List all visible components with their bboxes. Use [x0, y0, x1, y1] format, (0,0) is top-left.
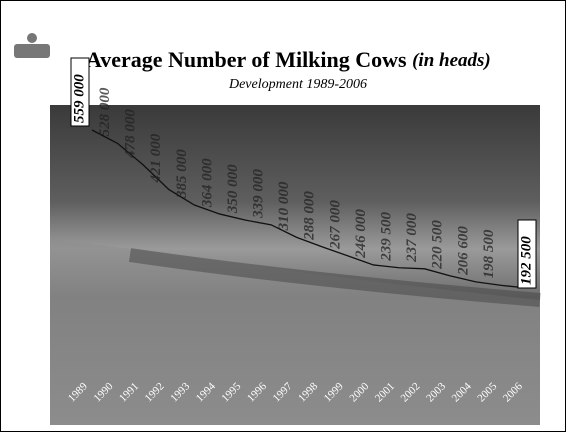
value-label: 288 000 [302, 191, 318, 241]
value-label: 364 000 [199, 158, 215, 208]
value-label-group: 239 500 [378, 211, 394, 261]
value-label: 192 500 [518, 236, 534, 285]
value-label: 246 000 [353, 209, 369, 259]
value-label-group: 478 000 [123, 109, 139, 159]
value-label-group: 339 000 [251, 169, 267, 219]
value-label: 239 500 [378, 211, 394, 261]
value-label: 421 000 [148, 133, 164, 183]
value-label-group: 267 000 [327, 200, 343, 250]
value-label: 350 000 [225, 164, 241, 214]
value-label-group: 220 500 [430, 220, 446, 270]
value-label-group: 310 000 [276, 181, 292, 231]
value-label-group: 385 000 [174, 149, 190, 199]
value-label: 528 000 [97, 87, 113, 136]
value-label: 267 000 [327, 200, 343, 250]
value-label-group: 528 000 [97, 87, 113, 136]
value-label-group: 246 000 [353, 209, 369, 259]
value-label-group: 350 000 [225, 164, 241, 214]
value-label-group: 237 000 [404, 213, 420, 263]
value-label: 237 000 [404, 213, 420, 263]
value-label: 385 000 [174, 149, 190, 199]
value-label-group: 198 500 [481, 229, 497, 278]
value-label: 310 000 [276, 181, 292, 231]
value-label-group: 206 600 [455, 226, 471, 276]
value-label-group: 288 000 [302, 191, 318, 241]
value-label: 478 000 [123, 109, 139, 159]
value-label-group: 421 000 [148, 133, 164, 183]
value-label: 206 600 [455, 226, 471, 276]
value-label: 198 500 [481, 229, 497, 278]
value-label: 220 500 [430, 220, 446, 270]
value-label: 339 000 [251, 169, 267, 219]
value-label-group: 364 000 [199, 158, 215, 208]
value-label-group: 559 000 [71, 58, 89, 126]
chart-title: Average Number of Milking Cows (in heads… [86, 47, 491, 72]
value-label: 559 000 [71, 74, 87, 123]
value-label-group: 192 500 [518, 220, 536, 288]
slide: Average Number of Milking Cows (in heads… [0, 0, 566, 432]
chart-subtitle: Development 1989-2006 [228, 77, 367, 92]
